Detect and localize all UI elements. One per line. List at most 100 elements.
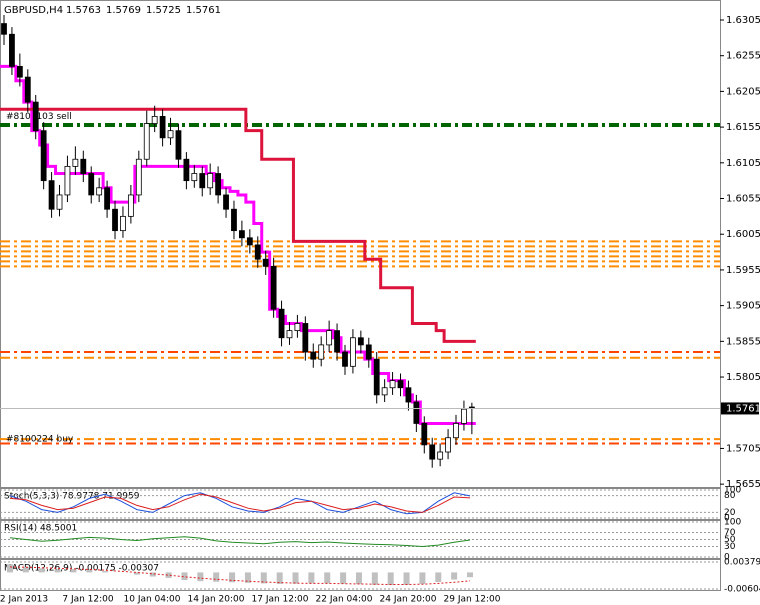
candle-body	[453, 423, 459, 439]
macd-bar	[355, 572, 362, 585]
header-value: 1.5725	[146, 5, 181, 16]
macd-bar	[371, 572, 378, 585]
candle-body	[270, 265, 277, 310]
candle-body	[445, 437, 451, 453]
stoch-frame	[0, 488, 721, 520]
macd-bar	[197, 572, 204, 582]
y-tick-label: 50	[724, 535, 736, 545]
y-tick-label: 30	[724, 542, 736, 552]
candle-body	[223, 194, 229, 210]
x-tick-label: 14 Jan 20:00	[188, 595, 245, 605]
candle-body	[112, 208, 118, 232]
y-tick-label: 1.6055	[726, 194, 760, 205]
indicator-line	[0, 107, 476, 343]
macd-bar	[70, 569, 77, 573]
header-value: 1.5769	[106, 5, 141, 16]
candle-body	[294, 323, 301, 332]
macd-bar	[54, 569, 61, 573]
candle-body	[48, 180, 55, 210]
candle-body	[175, 130, 182, 160]
y-tick-label: 0.00379	[724, 558, 760, 568]
y-tick-label: 70	[724, 528, 736, 538]
candle-body	[32, 101, 39, 132]
candle-body	[381, 387, 388, 396]
candle-body	[207, 173, 214, 189]
candle-body	[88, 173, 95, 196]
y-tick-label: 1.5855	[726, 336, 760, 347]
indicator-line	[9, 566, 471, 585]
y-tick-label: 20	[724, 508, 736, 518]
candle-body	[286, 330, 293, 339]
candle-body	[135, 158, 142, 196]
y-tick-label: 1.6305	[726, 15, 760, 26]
candle-body	[421, 423, 428, 446]
candle-body	[231, 208, 237, 232]
header-value: 1.5763	[66, 5, 101, 16]
candle-body	[16, 66, 23, 78]
y-tick-label: 1.6105	[726, 158, 760, 169]
last-price-label: 1.5761	[726, 403, 760, 414]
macd-bar	[149, 572, 156, 577]
candle-body	[167, 130, 174, 139]
y-tick-label: 100	[724, 486, 741, 496]
candle-body	[238, 230, 245, 239]
y-tick-label: 100	[724, 518, 741, 528]
candle-body	[326, 330, 333, 346]
macd-frame	[0, 559, 721, 591]
candle-body	[199, 173, 206, 189]
panel-title: Stoch(5,3,3) 78.9778 71.9959	[4, 492, 140, 502]
y-tick-label: 1.6255	[726, 51, 760, 62]
macd-bar	[308, 572, 315, 584]
indicator-line	[9, 536, 471, 548]
candle-body	[64, 165, 71, 196]
candle-body	[215, 173, 222, 196]
candle-body	[24, 76, 31, 103]
candle-body	[318, 344, 325, 360]
candle-body	[429, 444, 436, 460]
macd-bar	[260, 572, 267, 584]
candle-body	[437, 451, 444, 460]
y-tick-label: 1.5705	[726, 443, 760, 454]
x-tick-label: 2 Jan 2013	[0, 595, 48, 605]
candle-body	[104, 187, 110, 210]
candle-body	[120, 215, 126, 232]
candle-body	[278, 308, 285, 339]
candle-body	[413, 401, 420, 424]
macd-bar	[340, 572, 347, 584]
candle-body	[357, 337, 364, 346]
candle-body	[302, 323, 309, 353]
y-tick-label: 1.5905	[726, 301, 760, 312]
macd-bar	[451, 572, 458, 580]
candle-body	[127, 194, 134, 217]
candle-body	[9, 33, 15, 67]
y-tick-label: 1.6155	[726, 122, 760, 133]
y-tick-label: 1.6005	[726, 229, 760, 240]
candle-body	[151, 115, 158, 124]
x-tick-label: 17 Jan 12:00	[252, 595, 309, 605]
candle-body	[143, 123, 150, 160]
candle-body	[40, 130, 47, 182]
candle-body	[397, 380, 404, 389]
indicator-line	[9, 492, 471, 515]
macd-bar	[292, 572, 299, 584]
header-value: 1.5761	[186, 5, 221, 16]
macd-bar	[165, 572, 172, 578]
macd-bar	[133, 572, 140, 575]
candle-body	[72, 158, 79, 167]
candle-body	[191, 173, 198, 182]
macd-bar	[387, 572, 394, 586]
macd-bar	[467, 572, 473, 578]
macd-bar	[181, 572, 188, 581]
macd-bar	[102, 571, 109, 573]
frames	[0, 0, 721, 591]
x-tick-label: 10 Jan 04:00	[124, 595, 181, 605]
candle-body	[183, 158, 190, 182]
y-tick-label: 1.5655	[726, 479, 760, 490]
x-tick-label: 22 Jan 04:00	[316, 595, 373, 605]
candle-body	[405, 387, 412, 403]
candle-body	[342, 351, 348, 367]
x-tick-label: 7 Jan 12:00	[62, 595, 114, 605]
candle-body	[159, 115, 166, 139]
